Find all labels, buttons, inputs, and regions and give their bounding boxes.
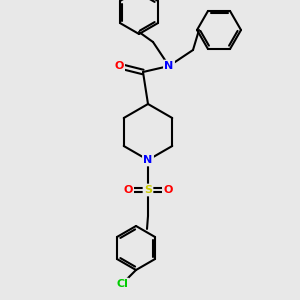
- Text: O: O: [114, 61, 124, 71]
- Text: O: O: [163, 185, 173, 195]
- Text: N: N: [143, 155, 153, 165]
- Text: N: N: [164, 61, 174, 71]
- Text: Cl: Cl: [116, 279, 128, 289]
- Text: S: S: [144, 185, 152, 195]
- Text: O: O: [123, 185, 133, 195]
